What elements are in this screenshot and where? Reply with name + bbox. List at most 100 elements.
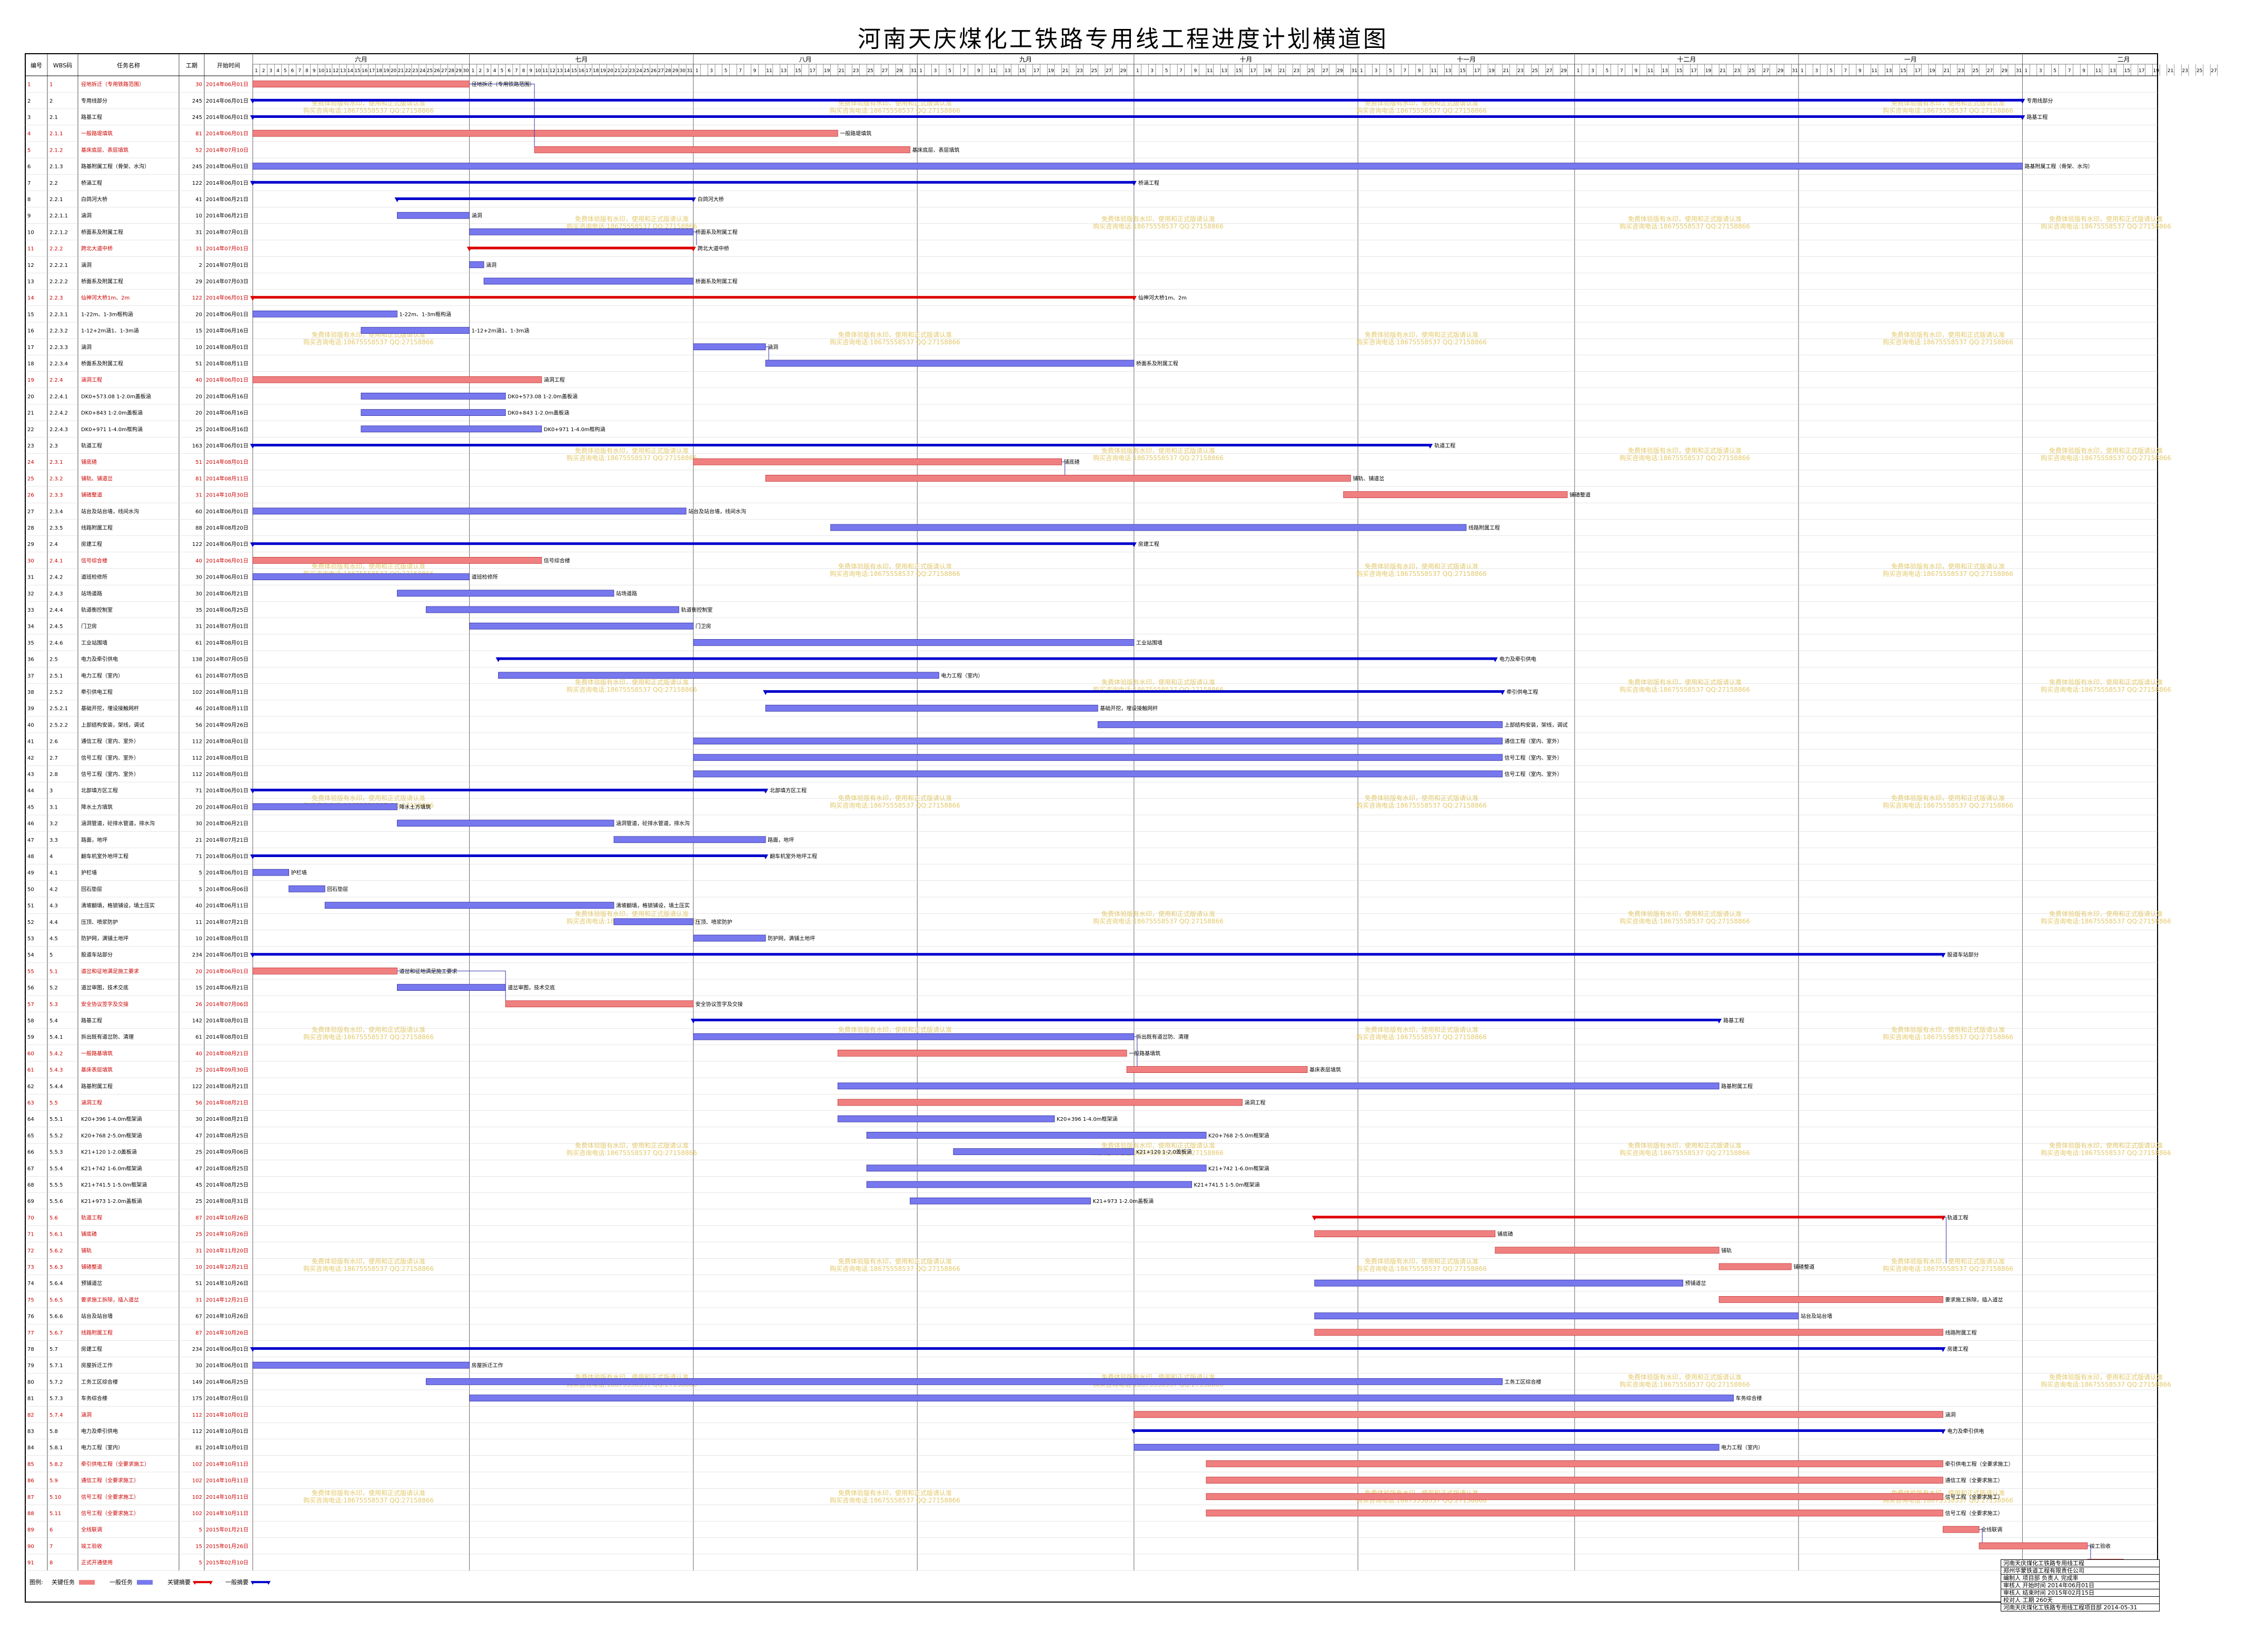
day-label: 9 — [1635, 68, 1638, 74]
bar-label: 铺轨、铺道岔 — [1353, 475, 1384, 482]
month-label: 九月 — [1019, 56, 1032, 63]
day-label: 18 — [376, 68, 382, 74]
day-label: 21 — [2168, 68, 2173, 74]
task-id: 14 — [27, 295, 34, 301]
task-bar — [1134, 1444, 1720, 1451]
watermark: 购买咨询电话:18675558537 QQ:27158866 — [830, 801, 960, 809]
task-bar — [866, 1131, 1207, 1139]
watermark: 免费体验版有水印，使用和正式版请认准 — [1628, 446, 1742, 454]
task-name: 铺碴整道 — [81, 1263, 102, 1270]
task-duration: 30 — [195, 575, 202, 581]
day-label: 17 — [1474, 68, 1480, 74]
task-duration: 5 — [199, 1527, 202, 1533]
watermark: 购买咨询电话:18675558537 QQ:27158866 — [830, 106, 960, 114]
summary-cap — [250, 542, 255, 548]
watermark: 购买咨询电话:18675558537 QQ:27158866 — [830, 570, 960, 578]
task-name: 防护网，满铺土地坪 — [81, 935, 128, 942]
task-start: 2014年10月11日 — [206, 1494, 249, 1500]
day-label: 19 — [1265, 68, 1271, 74]
month-label: 十月 — [1239, 56, 1252, 63]
task-start: 2014年07月21日 — [206, 837, 249, 843]
task-duration: 245 — [192, 115, 202, 121]
task-id: 90 — [27, 1544, 34, 1549]
task-id: 63 — [27, 1100, 34, 1106]
task-wbs: 5.5.6 — [49, 1199, 63, 1205]
day-label: 15 — [1459, 68, 1465, 74]
day-label: 27 — [441, 68, 447, 74]
task-id: 83 — [27, 1429, 34, 1435]
watermark: 免费体验版有水印，使用和正式版请认准 — [1628, 1373, 1742, 1381]
task-duration: 30 — [195, 82, 202, 88]
bar-label: 线路附属工程 — [1468, 524, 1500, 531]
task-name: 门卫房 — [81, 623, 97, 630]
watermark: 购买咨询电话:18675558537 QQ:27158866 — [567, 685, 697, 693]
task-id: 61 — [27, 1068, 34, 1073]
watermark: 购买咨询电话:18675558537 QQ:27158866 — [1883, 801, 2013, 809]
day-label: 8 — [305, 68, 309, 74]
task-id: 15 — [27, 312, 34, 317]
bar-label: 牵引供电工程 — [1507, 689, 1538, 695]
task-duration: 30 — [195, 821, 202, 827]
day-label: 7 — [298, 68, 301, 74]
task-wbs: 2.2.2.2 — [49, 279, 68, 285]
bar-label: 铺轨 — [1721, 1247, 1732, 1254]
task-id: 13 — [27, 279, 34, 285]
task-name: 上部结构安装，架线，调试 — [81, 721, 144, 728]
legend-swatch — [79, 1580, 95, 1585]
title-block-line: 河南天庆煤化工铁路专用线工程项目部 2014-05-31 — [2003, 1604, 2138, 1611]
task-wbs: 2.2.2.1 — [49, 263, 68, 268]
task-wbs: 2.2.4.3 — [49, 427, 68, 433]
bar-label: 1-12+2m涵1、1-3m涵 — [472, 328, 530, 334]
task-wbs: 2.4.6 — [49, 640, 63, 646]
day-label: 17 — [1691, 68, 1696, 74]
summary-bar — [253, 1347, 1943, 1350]
task-bar — [837, 1050, 1127, 1057]
task-id: 88 — [27, 1511, 34, 1517]
task-id: 26 — [27, 493, 34, 499]
task-duration: 149 — [192, 1379, 202, 1385]
task-wbs: 5.7.1 — [49, 1363, 63, 1369]
watermark: 购买咨询电话:18675558537 QQ:27158866 — [567, 222, 697, 230]
task-wbs: 2.3.5 — [49, 525, 63, 531]
task-name: 回石垫层 — [81, 885, 102, 892]
legend-label: 关键摘要 — [167, 1578, 191, 1586]
task-id: 85 — [27, 1461, 34, 1467]
task-name: 铺轨 — [81, 1247, 92, 1254]
task-name: 1-22m、1-3m框构涵 — [81, 311, 133, 317]
day-label: 23 — [1294, 68, 1299, 74]
task-name: 铺碴整道 — [81, 492, 102, 499]
task-duration: 112 — [192, 739, 202, 745]
task-wbs: 5.7.3 — [49, 1396, 63, 1402]
task-id: 20 — [27, 394, 34, 400]
task-bar — [469, 228, 694, 235]
task-duration: 20 — [195, 804, 202, 810]
task-wbs: 5.5.3 — [49, 1150, 63, 1156]
task-id: 55 — [27, 969, 34, 974]
watermark: 购买咨询电话:18675558537 QQ:27158866 — [1093, 222, 1224, 230]
day-label: 23 — [2182, 68, 2188, 74]
task-wbs: 5.5.1 — [49, 1117, 63, 1122]
watermark: 购买咨询电话:18675558537 QQ:27158866 — [2041, 1380, 2171, 1388]
task-wbs: 5.6.2 — [49, 1248, 63, 1254]
task-name: 全线联调 — [81, 1526, 102, 1533]
task-id: 82 — [27, 1412, 34, 1418]
summary-bar — [469, 246, 693, 250]
watermark: 购买咨询电话:18675558537 QQ:27158866 — [1093, 917, 1224, 925]
task-wbs: 5.6.6 — [49, 1314, 63, 1320]
task-duration: 61 — [195, 640, 202, 646]
day-label: 3 — [1591, 68, 1594, 74]
day-label: 25 — [2197, 68, 2202, 74]
dependency-link — [693, 231, 697, 245]
summary-cap — [1940, 953, 1946, 958]
task-name: 清坡翻填，格锁铺设，填土压实 — [81, 902, 155, 909]
task-id: 33 — [27, 608, 34, 613]
bar-label: 线路附属工程 — [1945, 1329, 1976, 1336]
task-wbs: 5.6.3 — [49, 1265, 63, 1270]
day-label: 9 — [313, 68, 316, 74]
task-duration: 40 — [195, 1051, 202, 1057]
bar-label: DK0+971 1-4.0m框构涵 — [544, 426, 605, 433]
task-wbs: 2.4.3 — [49, 591, 63, 597]
task-id: 64 — [27, 1117, 34, 1122]
day-label: 1 — [919, 68, 922, 74]
task-id: 43 — [27, 772, 34, 778]
